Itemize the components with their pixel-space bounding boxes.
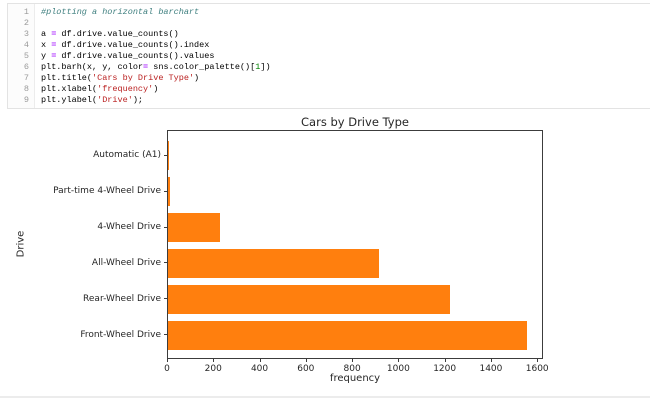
line-number: 3 [23, 29, 29, 39]
x-tick-label: 0 [164, 364, 170, 374]
y-tick-mark [164, 298, 167, 300]
x-tick-label: 1600 [525, 364, 549, 374]
line-number: 8 [23, 84, 29, 94]
code-token-string: 'frequency' [97, 84, 154, 94]
y-tick-label: 4-Wheel Drive [97, 222, 161, 233]
code-line: plt.title('Cars by Drive Type') [41, 73, 650, 84]
code-text[interactable]: #plotting a horizontal barchart a = df.d… [35, 4, 650, 108]
x-tick-label: 600 [297, 364, 315, 374]
x-tick-label: 1000 [386, 364, 410, 374]
code-token-plain: plt.xlabel( [41, 84, 98, 94]
x-tick-label: 400 [250, 364, 269, 374]
x-axis-label: frequency [329, 373, 381, 384]
code-token-plain: ]) [260, 62, 271, 72]
y-tick-label: All-Wheel Drive [91, 257, 161, 268]
code-line: plt.barh(x, y, color= sns.color_palette(… [41, 62, 650, 73]
x-tick-mark [352, 359, 354, 362]
code-token-string: 'Cars by Drive Type' [92, 73, 195, 83]
bar-front-wheel-drive [168, 320, 527, 350]
code-token-plain: x [41, 40, 52, 50]
y-tick-label: Rear-Wheel Drive [83, 293, 161, 304]
code-token-plain: plt.ylabel( [41, 95, 98, 105]
bar-rear-wheel-drive [168, 284, 451, 314]
x-tick-label: 200 [204, 364, 222, 374]
code-token-plain: ); [132, 95, 144, 105]
code-token-plain: sns.color_palette()[ [148, 62, 256, 72]
y-tick-mark [164, 190, 167, 192]
bar-all-wheel-drive [168, 249, 379, 278]
line-number: 4 [23, 40, 29, 50]
x-tick-label: 800 [343, 364, 361, 374]
line-number: 5 [23, 51, 29, 61]
code-token-op: = [51, 40, 57, 50]
code-line: #plotting a horizontal barchart [41, 7, 650, 18]
code-line: plt.ylabel('Drive'); [41, 95, 650, 106]
code-line: a = df.drive.value_counts() [41, 29, 650, 40]
bar-automatic-a1- [168, 141, 169, 171]
code-token-op: = [51, 29, 57, 39]
code-token-string: 'Drive' [97, 95, 133, 105]
y-tick-mark [164, 226, 167, 228]
y-tick-mark [164, 334, 167, 336]
code-token-plain: ) [153, 84, 159, 94]
code-line [41, 18, 650, 29]
y-tick-mark [164, 154, 167, 156]
line-number: 9 [23, 95, 29, 105]
code-line: y = df.drive.value_counts().values [41, 51, 650, 62]
code-token-plain: plt.barh(x, y, color [41, 62, 144, 72]
x-tick-mark [259, 359, 261, 362]
x-tick-mark [167, 359, 168, 362]
bar-4-wheel-drive [168, 213, 221, 242]
x-tick-mark [398, 359, 400, 362]
code-token-plain: a [41, 29, 52, 39]
y-tick-label: Automatic (A1) [93, 150, 161, 161]
code-token-plain: df.drive.value_counts().values [56, 51, 215, 61]
code-token-plain: ) [194, 73, 200, 83]
cell-divider [0, 396, 650, 398]
code-token-op: = [143, 62, 149, 72]
code-token-op: = [51, 51, 57, 61]
x-tick-mark [444, 359, 446, 362]
line-number: 2 [23, 18, 29, 28]
code-line: x = df.drive.value_counts().index [41, 40, 650, 51]
code-token-plain: y [41, 51, 52, 61]
bar-part-time-4-wheel-drive [168, 177, 171, 206]
x-tick-label: 1400 [479, 364, 503, 374]
line-number: 6 [23, 62, 29, 72]
line-number: 7 [23, 73, 29, 83]
y-tick-label: Front-Wheel Drive [80, 329, 161, 340]
x-tick-mark [490, 359, 492, 362]
x-tick-mark [537, 359, 539, 362]
line-number: 1 [23, 7, 29, 17]
x-tick-mark [305, 359, 307, 362]
code-token-comment: #plotting a horizontal barchart [41, 7, 200, 17]
plot-area [167, 130, 543, 359]
code-token-plain: df.drive.value_counts() [56, 29, 179, 39]
code-line: plt.xlabel('frequency') [41, 84, 650, 95]
chart-title: Cars by Drive Type [301, 115, 409, 129]
y-tick-mark [164, 262, 167, 264]
code-token-number: 1 [255, 62, 261, 72]
y-axis-label: Drive [15, 230, 27, 258]
x-tick-label: 1200 [433, 364, 457, 374]
chart-output: Cars by Drive Type Drive Automatic (A1) P… [0, 112, 650, 396]
code-token-plain: df.drive.value_counts().index [56, 40, 210, 50]
code-token-plain: plt.title( [41, 73, 93, 83]
y-tick-label: Part-time 4-Wheel Drive [53, 186, 161, 197]
x-tick-mark [213, 359, 215, 362]
